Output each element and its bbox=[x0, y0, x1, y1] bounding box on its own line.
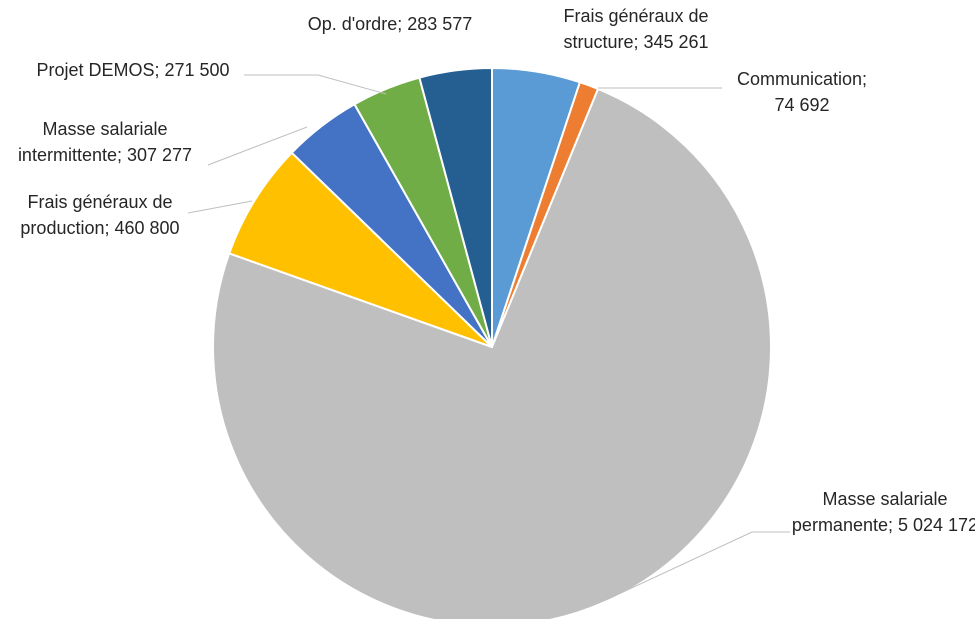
data-label-projet-demos: Projet DEMOS; 271 500 bbox=[36, 60, 229, 80]
data-labels: Frais généraux de structure; 345 261 Commu… bbox=[18, 6, 975, 535]
leader-line-frais-generaux-de-production bbox=[187, 200, 253, 214]
pie-slice-op-d-ordre bbox=[418, 66, 493, 348]
data-label-frais-generaux-de-structure: Frais généraux de structure; 345 261 bbox=[563, 6, 708, 52]
data-label-masse-salariale-intermittente: Masse salariale intermittente; 307 277 bbox=[18, 119, 192, 165]
leader-lines bbox=[187, 74, 790, 600]
pie-slice-frais-generaux-de-production bbox=[227, 151, 493, 348]
pie-slices bbox=[212, 66, 772, 619]
leader-line-masse-salariale-intermittente bbox=[207, 126, 308, 166]
leader-line-masse-salariale-permanente bbox=[607, 531, 790, 600]
pie-slice-masse-salariale-permanente bbox=[212, 87, 772, 619]
data-label-communication: Communication; 74 692 bbox=[737, 69, 867, 115]
data-label-frais-generaux-de-production: Frais généraux de production; 460 800 bbox=[20, 192, 179, 238]
data-label-op-d-ordre: Op. d'ordre; 283 577 bbox=[308, 14, 473, 34]
data-label-masse-salariale-permanente: Masse salariale permanente; 5 024 172 bbox=[792, 489, 975, 535]
leader-line-projet-demos bbox=[244, 74, 387, 95]
